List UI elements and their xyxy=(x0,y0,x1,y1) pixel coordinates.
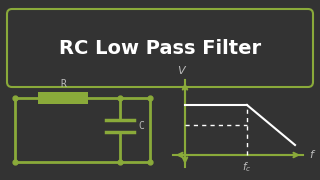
Text: f: f xyxy=(309,150,313,160)
Text: RC Low Pass Filter: RC Low Pass Filter xyxy=(59,39,261,57)
Text: $f_c$: $f_c$ xyxy=(242,160,252,174)
Text: V: V xyxy=(177,66,185,76)
Text: R: R xyxy=(60,79,66,89)
Bar xyxy=(38,92,88,104)
Text: C: C xyxy=(138,121,144,131)
FancyBboxPatch shape xyxy=(7,9,313,87)
